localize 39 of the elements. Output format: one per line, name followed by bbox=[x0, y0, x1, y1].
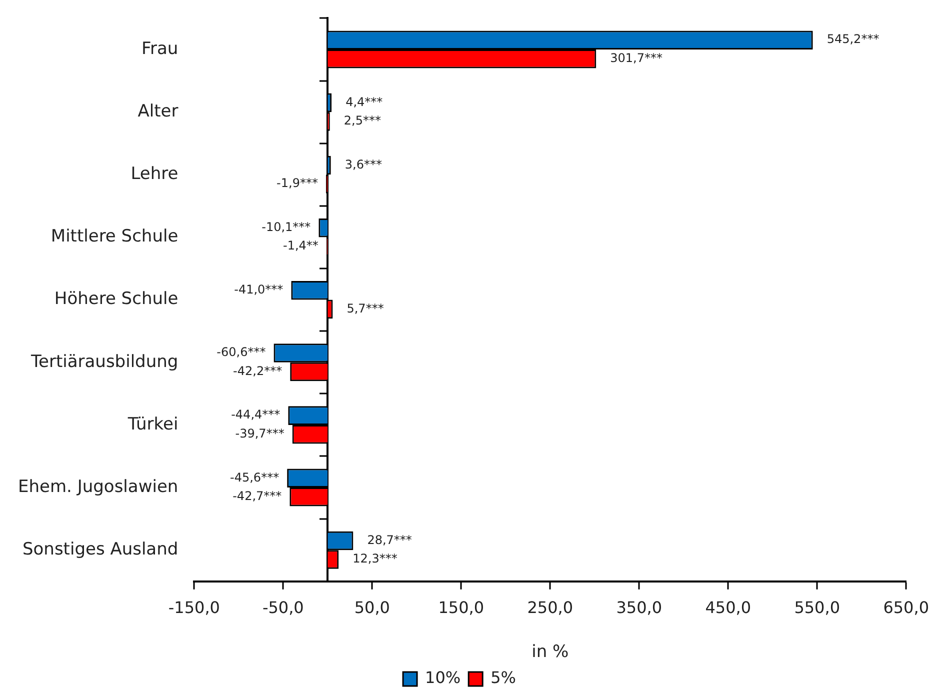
data-label: -42,7*** bbox=[232, 489, 282, 504]
legend-label: 5% bbox=[490, 668, 516, 688]
x-tick-label: 450,0 bbox=[705, 598, 752, 618]
y-tick-label: Tertiärausbildung bbox=[30, 352, 178, 372]
data-label: -41,0*** bbox=[234, 282, 284, 297]
data-label: 545,2*** bbox=[826, 32, 880, 46]
x-axis-title: in % bbox=[532, 642, 569, 662]
x-tick-label: 650,0 bbox=[883, 598, 930, 618]
data-label: 301,7*** bbox=[610, 51, 663, 65]
data-label: -60,6*** bbox=[216, 345, 266, 360]
data-label: 3,6*** bbox=[344, 157, 382, 172]
data-label: -39,7*** bbox=[235, 426, 284, 440]
x-tick-label: 250,0 bbox=[527, 598, 574, 618]
data-label: -1,9*** bbox=[276, 176, 318, 190]
y-tick-label: Frau bbox=[141, 38, 178, 59]
data-label: 4,4*** bbox=[346, 94, 383, 109]
x-tick-label: 150,0 bbox=[438, 598, 484, 618]
x-tick-label: 50,0 bbox=[354, 598, 390, 618]
x-tick-label: 350,0 bbox=[616, 598, 662, 618]
y-tick-label: Alter bbox=[138, 101, 178, 122]
data-label: -44,4*** bbox=[231, 408, 280, 422]
data-label: 5,7*** bbox=[346, 301, 384, 316]
data-label: -45,6*** bbox=[230, 470, 280, 484]
y-tick-label: Türkei bbox=[126, 414, 178, 434]
data-label: 2,5*** bbox=[344, 114, 381, 128]
data-label: 12,3*** bbox=[352, 552, 398, 566]
x-tick-label: 550,0 bbox=[794, 598, 840, 618]
y-tick-label: Ehem. Jugoslawien bbox=[18, 476, 178, 497]
y-tick-label: Mittlere Schule bbox=[50, 226, 178, 247]
y-tick-label: Sonstiges Ausland bbox=[22, 540, 178, 560]
x-tick-label: -50,0 bbox=[262, 598, 304, 618]
legend-label: 10% bbox=[425, 668, 461, 688]
data-label: -1,4** bbox=[282, 238, 318, 253]
data-label: -10,1*** bbox=[262, 220, 311, 234]
data-label: -42,2*** bbox=[233, 364, 282, 378]
x-tick-label: -150,0 bbox=[168, 598, 220, 618]
y-tick-label: Höhere Schule bbox=[54, 289, 178, 310]
y-tick-label: Lehre bbox=[130, 164, 178, 184]
data-label: 28,7*** bbox=[367, 532, 412, 547]
